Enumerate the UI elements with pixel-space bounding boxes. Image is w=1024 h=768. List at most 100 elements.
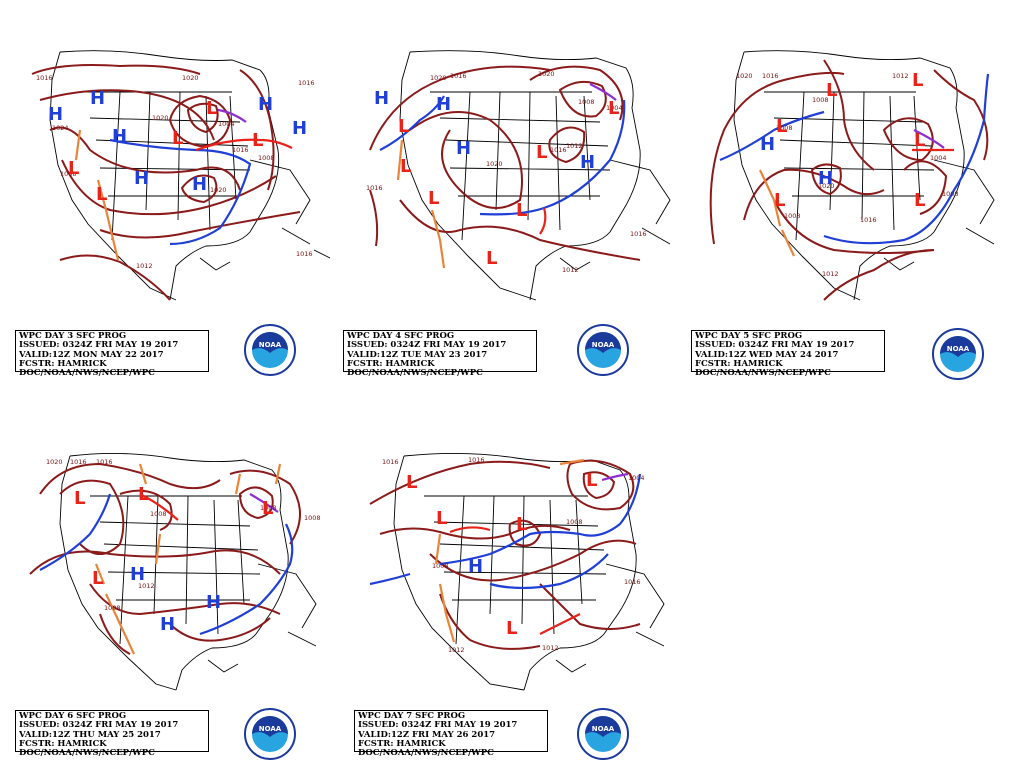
svg-text:1016: 1016 [70, 458, 87, 466]
isobars-day5 [709, 59, 989, 301]
svg-text:H: H [818, 168, 833, 189]
svg-text:1016: 1016 [366, 184, 383, 192]
panel-day6: 1020 1016 1016 1008 1008 1012 1008 1008 … [0, 384, 340, 768]
svg-text:L: L [74, 488, 85, 509]
svg-text:H: H [160, 614, 175, 635]
surface-map-day7: 1016 1016 1004 1008 1008 1016 1012 1012 … [369, 452, 665, 691]
svg-text:1008: 1008 [784, 212, 801, 220]
info-valid: VALID:12Z FRI MAY 26 2017 [358, 729, 496, 740]
isobars-day6 [29, 462, 301, 655]
isobar-labels-day3: 1016 1020 1020 1016 1024 1004 1016 1008 … [36, 74, 315, 270]
info-forecaster: FCSTR: HAMRICK [19, 738, 107, 749]
svg-text:1016: 1016 [762, 72, 779, 80]
svg-text:L: L [516, 514, 527, 535]
svg-text:1012: 1012 [566, 142, 583, 150]
info-title: WPC DAY 7 SFC PROG [358, 711, 466, 721]
info-forecaster: FCSTR: HAMRICK [347, 358, 435, 369]
svg-text:L: L [506, 618, 517, 639]
info-forecaster: FCSTR: HAMRICK [695, 358, 783, 369]
svg-text:1004: 1004 [628, 474, 645, 482]
surface-map-day5: 1020 1016 1008 1008 1012 1004 1020 1008 … [709, 50, 995, 301]
info-issued: ISSUED: 0324Z FRI MAY 19 2017 [695, 340, 855, 351]
svg-text:1004: 1004 [606, 104, 623, 112]
svg-text:L: L [172, 128, 183, 149]
info-issued: ISSUED: 0324Z FRI MAY 19 2017 [347, 340, 507, 351]
svg-text:1008: 1008 [578, 98, 595, 106]
panel-day5: 1020 1016 1008 1008 1012 1004 1020 1008 … [684, 0, 1024, 384]
svg-text:1012: 1012 [542, 644, 559, 652]
svg-text:1020: 1020 [736, 72, 753, 80]
panel-day4: 1020 1016 1020 1008 1004 1016 1012 1020 … [340, 0, 684, 384]
svg-text:1008: 1008 [150, 510, 167, 518]
svg-text:1016: 1016 [232, 146, 249, 154]
svg-text:1012: 1012 [562, 266, 579, 274]
info-source: DOC/NOAA/NWS/NCEP/WPC [19, 368, 155, 379]
svg-text:1016: 1016 [860, 216, 877, 224]
svg-text:1020: 1020 [486, 160, 503, 168]
svg-text:1024: 1024 [52, 124, 69, 132]
svg-text:1020: 1020 [152, 114, 169, 122]
svg-text:L: L [536, 142, 547, 163]
info-title: WPC DAY 4 SFC PROG [347, 331, 455, 341]
noaa-logo-day4: NOAA [577, 324, 629, 376]
info-source: DOC/NOAA/NWS/NCEP/WPC [358, 748, 494, 759]
svg-text:1008: 1008 [304, 514, 321, 522]
svg-text:1012: 1012 [892, 72, 909, 80]
svg-text:1008: 1008 [260, 504, 277, 512]
pressure-centers-day4: H H H H L L L L L L L [374, 88, 619, 269]
panel-day7: 1016 1016 1004 1008 1008 1016 1012 1012 … [340, 384, 684, 768]
svg-text:1016: 1016 [382, 458, 399, 466]
svg-text:L: L [914, 190, 925, 211]
svg-text:H: H [258, 94, 273, 115]
svg-text:L: L [486, 248, 497, 269]
svg-text:L: L [516, 200, 527, 221]
svg-text:H: H [134, 168, 149, 189]
svg-text:1020: 1020 [46, 458, 63, 466]
info-source: DOC/NOAA/NWS/NCEP/WPC [695, 368, 831, 379]
svg-text:1020: 1020 [210, 186, 227, 194]
svg-text:1016: 1016 [36, 74, 53, 82]
fronts-day7 [369, 458, 642, 643]
forecast-info-box-day7: WPC DAY 7 SFC PROG ISSUED: 0324Z FRI MAY… [354, 710, 548, 758]
svg-text:H: H [90, 88, 105, 109]
svg-text:L: L [96, 184, 107, 205]
svg-text:1016: 1016 [624, 578, 641, 586]
noaa-logo-day6: NOAA [244, 708, 296, 760]
svg-text:1008: 1008 [776, 124, 793, 132]
svg-text:L: L [428, 188, 439, 209]
svg-text:1016: 1016 [630, 230, 647, 238]
svg-text:L: L [912, 70, 923, 91]
svg-text:H: H [580, 152, 595, 173]
svg-text:H: H [468, 556, 483, 577]
svg-text:NOAA: NOAA [259, 341, 282, 349]
info-title: WPC DAY 3 SFC PROG [19, 331, 127, 341]
svg-text:L: L [826, 80, 837, 101]
svg-text:H: H [48, 104, 63, 125]
svg-text:1012: 1012 [136, 262, 153, 270]
svg-text:H: H [206, 592, 221, 613]
info-forecaster: FCSTR: HAMRICK [19, 358, 107, 369]
surface-map-day6: 1020 1016 1016 1008 1008 1012 1008 1008 … [29, 452, 321, 691]
info-forecaster: FCSTR: HAMRICK [358, 738, 446, 749]
forecast-info-box-day5: WPC DAY 5 SFC PROG ISSUED: 0324Z FRI MAY… [691, 330, 885, 378]
svg-text:1004: 1004 [218, 120, 235, 128]
svg-text:L: L [776, 116, 787, 137]
isobar-labels-day4: 1020 1016 1020 1008 1004 1016 1012 1020 … [366, 70, 647, 274]
pressure-centers-day3: H H H H H H H L L L L L [48, 88, 307, 205]
fronts-day4 [379, 83, 626, 269]
pressure-centers-day5: H H L L L L L L [760, 70, 925, 211]
svg-text:1020: 1020 [182, 74, 199, 82]
info-valid: VALID:12Z WED MAY 24 2017 [695, 349, 839, 360]
svg-text:1008: 1008 [258, 154, 275, 162]
svg-text:H: H [130, 564, 145, 585]
base-map-day6 [59, 452, 317, 691]
svg-text:NOAA: NOAA [947, 345, 970, 353]
noaa-logo-day7: NOAA [577, 708, 629, 760]
svg-text:1008: 1008 [432, 562, 449, 570]
svg-text:1008: 1008 [566, 518, 583, 526]
pressure-centers-day6: H H H L L L L [74, 484, 273, 635]
svg-text:L: L [206, 98, 217, 119]
info-title: WPC DAY 6 SFC PROG [19, 711, 127, 721]
svg-text:1008: 1008 [104, 604, 121, 612]
svg-text:1020: 1020 [430, 74, 447, 82]
